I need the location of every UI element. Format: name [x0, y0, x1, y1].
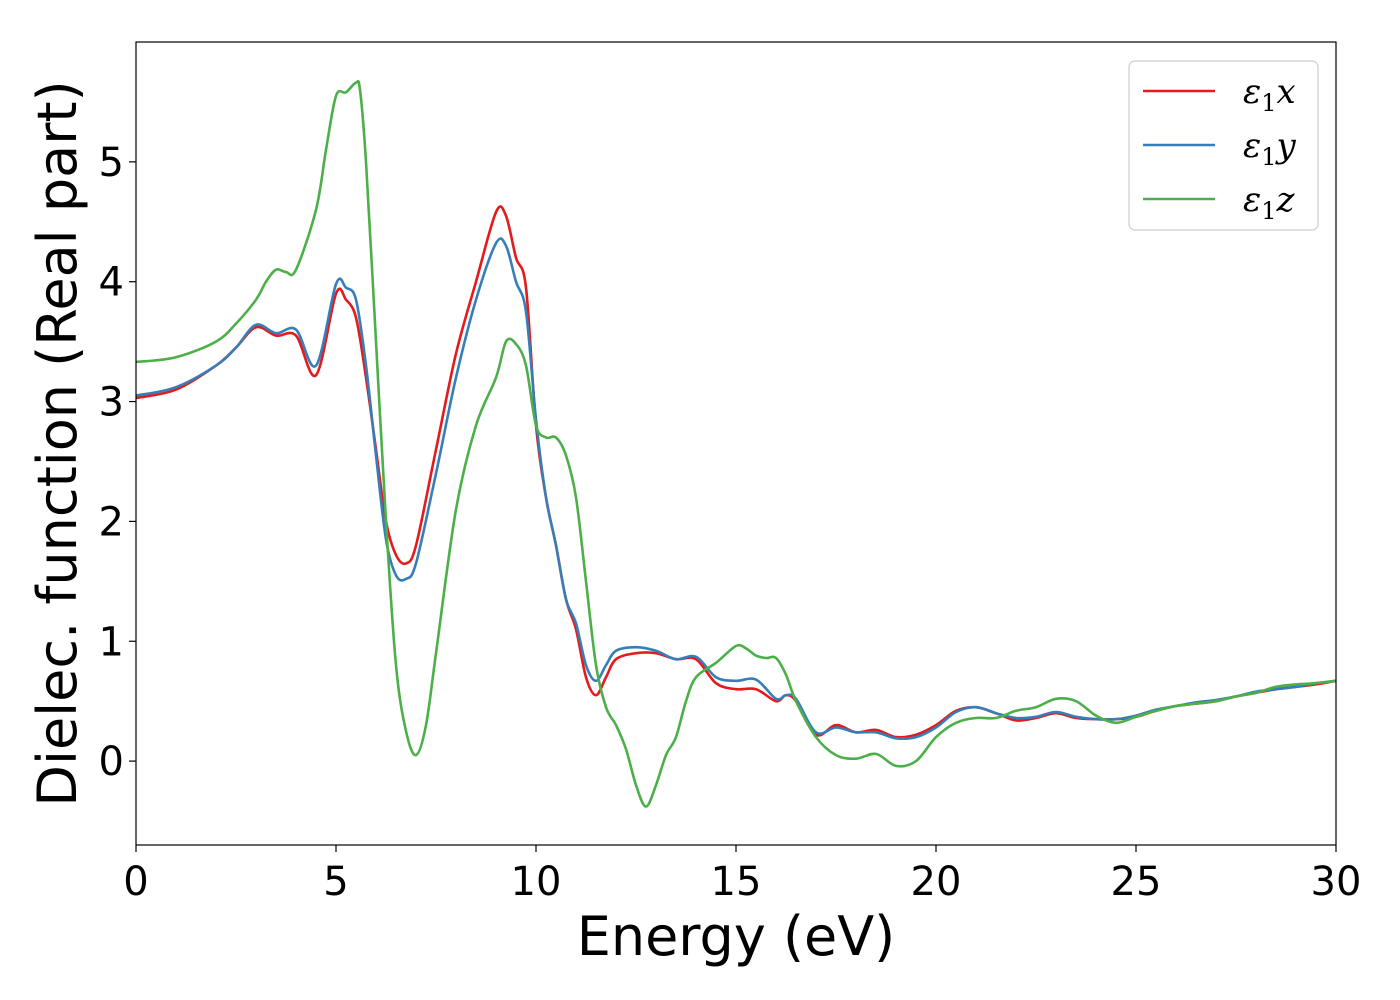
x-tick-label: 0 [123, 859, 148, 905]
y-axis-label: Dielec. function (Real part) [26, 80, 89, 806]
y-tick-label: 3 [99, 380, 124, 426]
legend-label-z: ε1z [1243, 180, 1296, 225]
y-tick-label: 1 [99, 619, 124, 665]
series-line-y [136, 237, 1336, 741]
x-axis-label: Energy (eV) [577, 905, 896, 968]
y-axis: 0 1 2 3 4 5 [99, 140, 136, 785]
x-tick-label: 20 [911, 859, 962, 905]
x-tick-label: 15 [711, 859, 762, 905]
series-layer [136, 79, 1336, 808]
x-axis: 0 5 10 15 20 25 30 [123, 845, 1361, 905]
legend: ε1x ε1y ε1z [1128, 60, 1319, 231]
x-tick-label: 25 [1111, 859, 1162, 905]
legend-label-x: ε1x [1243, 72, 1296, 117]
x-tick-label: 30 [1311, 859, 1362, 905]
y-tick-label: 5 [99, 140, 124, 186]
legend-label-y: ε1y [1243, 126, 1297, 171]
y-tick-label: 4 [99, 260, 124, 306]
y-tick-label: 2 [99, 499, 124, 545]
legend-box [1128, 60, 1319, 231]
x-tick-label: 10 [511, 859, 562, 905]
series-line-x [136, 205, 1336, 739]
y-tick-label: 0 [99, 739, 124, 785]
x-tick-label: 5 [323, 859, 348, 905]
series-line-z [136, 79, 1336, 808]
